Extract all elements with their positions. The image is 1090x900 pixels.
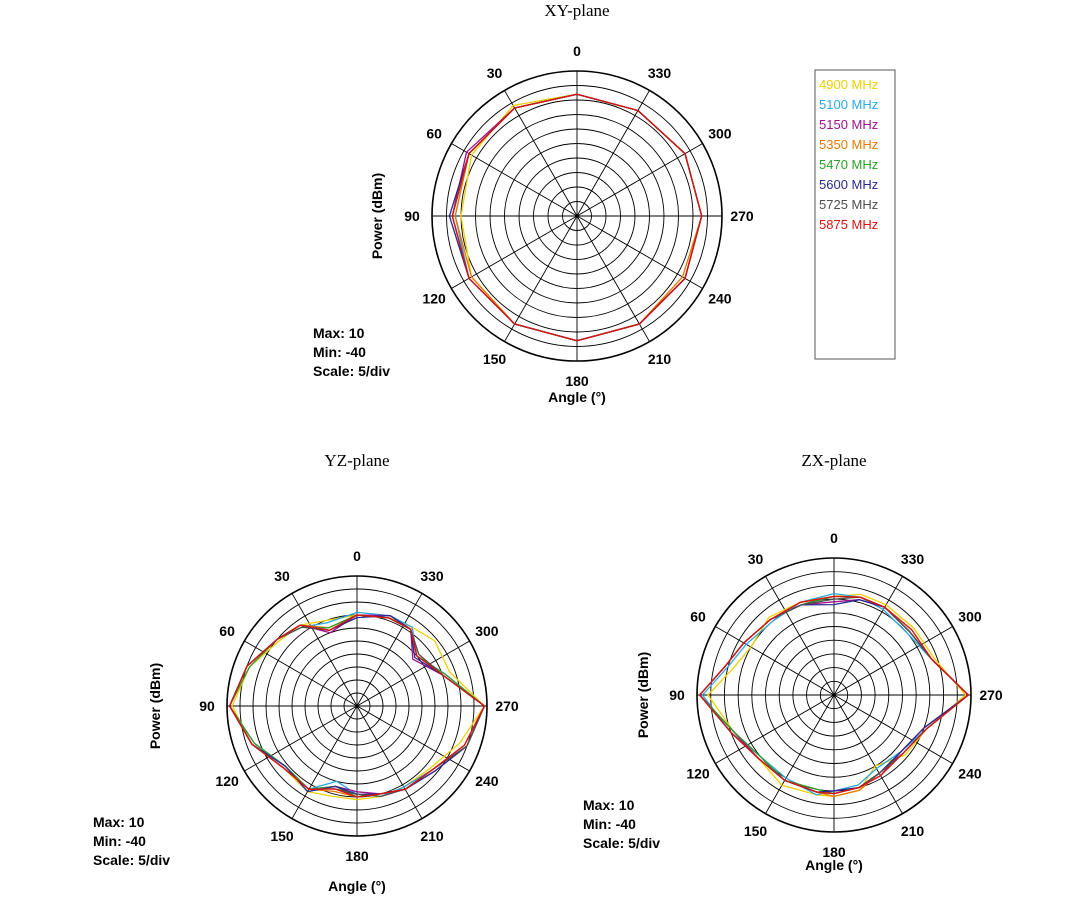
polar-chart-1: XY-plane 0 30 60 90 120 150 180 210 240 270 300 330 A…: [313, 1, 754, 405]
angle-tick-label: 150: [483, 351, 507, 367]
scale-info-line: Scale: 5/div: [313, 363, 390, 379]
grid-spoke: [291, 593, 358, 707]
angle-tick-label: 180: [345, 848, 369, 864]
grid-spoke: [833, 694, 953, 764]
series-line: [451, 93, 703, 342]
angle-tick-label: 300: [475, 623, 499, 639]
angle-tick-label: 0: [830, 530, 838, 546]
scale-info-line: Min: -40: [583, 816, 636, 832]
scale-info-line: Min: -40: [93, 833, 146, 849]
angle-tick-label: 300: [958, 609, 982, 625]
grid-spoke: [356, 705, 470, 772]
grid-spoke: [356, 640, 470, 707]
power-axis-label: Power (dBm): [369, 173, 385, 259]
scale-info-line: Max: 10: [313, 325, 365, 341]
grid-spoke: [356, 705, 423, 819]
angle-axis-label: Angle (°): [805, 857, 863, 873]
legend-box: [814, 69, 896, 360]
angle-tick-label: 240: [958, 766, 982, 782]
grid-spoke: [576, 143, 703, 217]
angle-axis-label: Angle (°): [328, 878, 386, 894]
angle-tick-label: 30: [487, 65, 503, 81]
grid-spoke: [356, 593, 423, 707]
series-line: [699, 595, 969, 795]
grid-spoke: [291, 705, 358, 819]
angle-tick-label: 0: [353, 548, 361, 564]
series-line: [460, 93, 703, 342]
angle-tick-label: 60: [690, 609, 706, 625]
legend-entry: 4900 MHz: [819, 77, 878, 92]
angle-tick-label: 90: [199, 698, 215, 714]
polar-chart-3: ZX-plane 0 30 60 90 120 150 180 210 240 270 300 330 A…: [583, 451, 1003, 873]
grid-spoke: [833, 576, 903, 696]
legend-entry: 5725 MHz: [819, 197, 878, 212]
legend-entry: 5150 MHz: [819, 117, 878, 132]
grid-spoke: [576, 90, 650, 217]
angle-tick-label: 210: [648, 351, 672, 367]
scale-info-line: Min: -40: [313, 344, 366, 360]
legend-entry: 5875 MHz: [819, 217, 878, 232]
power-axis-label: Power (dBm): [635, 652, 651, 738]
angle-tick-label: 30: [274, 568, 290, 584]
angle-tick-label: 240: [475, 773, 499, 789]
grid-spoke: [504, 90, 578, 217]
series-line: [231, 614, 486, 801]
angle-tick-label: 150: [744, 823, 768, 839]
polar-chart-2: YZ-plane 0 30 60 90 120 150 180 210 240 270 300 330 A…: [93, 451, 519, 894]
angle-tick-label: 330: [648, 65, 672, 81]
angle-tick-label: 180: [822, 844, 846, 860]
legend-entry: 5350 MHz: [819, 137, 878, 152]
grid-spoke: [244, 640, 358, 707]
angle-tick-label: 90: [669, 687, 685, 703]
grid-spoke: [451, 215, 578, 289]
scale-info-line: Scale: 5/div: [583, 835, 660, 851]
legend: 4900 MHz 5100 MHz 5150 MHz 5350 MHz 5470 MHz…: [814, 69, 896, 360]
grid-spoke: [504, 215, 578, 342]
angle-axis-label: Angle (°): [548, 389, 606, 405]
angle-tick-label: 330: [420, 568, 444, 584]
angle-tick-label: 60: [426, 126, 442, 142]
angle-tick-label: 30: [748, 551, 764, 567]
angle-tick-label: 120: [686, 766, 710, 782]
series-line: [228, 614, 486, 798]
angle-tick-label: 270: [495, 698, 519, 714]
power-axis-label: Power (dBm): [147, 663, 163, 749]
angle-tick-label: 120: [422, 291, 446, 307]
angle-tick-label: 0: [573, 43, 581, 59]
legend-entry: 5600 MHz: [819, 177, 878, 192]
grid-spoke: [715, 694, 835, 764]
grid-spoke: [715, 626, 835, 696]
chart-title: YZ-plane: [324, 451, 389, 470]
grid-spoke: [765, 694, 835, 814]
angle-tick-label: 60: [219, 623, 235, 639]
legend-entry: 5470 MHz: [819, 157, 878, 172]
grid-spoke: [576, 215, 650, 342]
scale-info-line: Max: 10: [583, 797, 635, 813]
grid-spoke: [451, 143, 578, 217]
angle-tick-label: 120: [215, 773, 239, 789]
grid-spoke: [833, 694, 903, 814]
scale-info-line: Scale: 5/div: [93, 852, 170, 868]
angle-tick-label: 240: [708, 291, 732, 307]
angle-tick-label: 330: [901, 551, 925, 567]
angle-tick-label: 270: [979, 687, 1003, 703]
angle-tick-label: 150: [270, 828, 294, 844]
chart-title: ZX-plane: [801, 451, 866, 470]
angle-tick-label: 210: [901, 823, 925, 839]
grid-spoke: [244, 705, 358, 772]
grid-spoke: [765, 576, 835, 696]
legend-entry: 5100 MHz: [819, 97, 878, 112]
chart-title: XY-plane: [544, 1, 609, 20]
angle-tick-label: 300: [708, 126, 732, 142]
grid-spoke: [833, 626, 953, 696]
scale-info-line: Max: 10: [93, 814, 145, 830]
grid-spoke: [576, 215, 703, 289]
angle-tick-label: 180: [565, 373, 589, 389]
angle-tick-label: 210: [420, 828, 444, 844]
angle-tick-label: 270: [730, 208, 754, 224]
angle-tick-label: 90: [404, 208, 420, 224]
